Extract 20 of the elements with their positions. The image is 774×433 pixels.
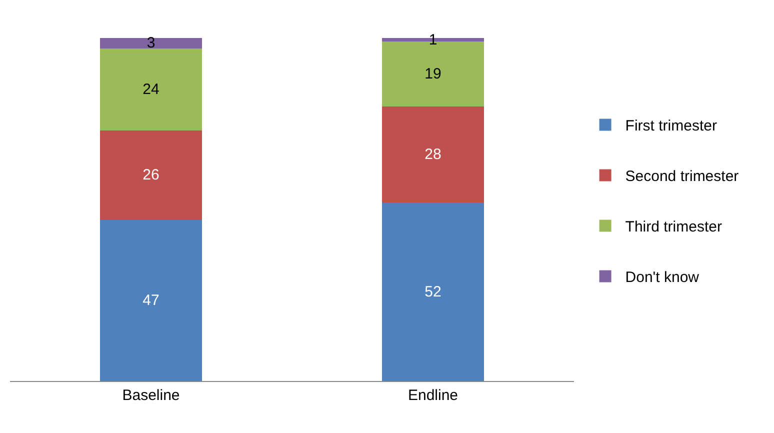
data-label: 3 [146,34,156,52]
x-tick-label: Endline [408,387,458,404]
legend-label: Second trimester [625,168,739,186]
bar [100,48,202,131]
bar [100,220,202,381]
bar [382,202,484,381]
data-label: 19 [424,66,442,83]
bar [100,130,202,220]
legend-label: Third trimester [625,218,722,236]
legend-label: Don't know [625,269,700,286]
legend-label: First trimester [625,118,717,135]
data-label: 26 [142,166,160,184]
data-label: 28 [424,146,442,164]
x-tick-label: Baseline [122,387,180,404]
bar [100,38,202,48]
data-label: 52 [424,283,442,300]
data-label: 47 [142,292,160,309]
data-label: 24 [142,80,160,98]
data-label: 1 [428,31,438,48]
bar [382,106,484,203]
